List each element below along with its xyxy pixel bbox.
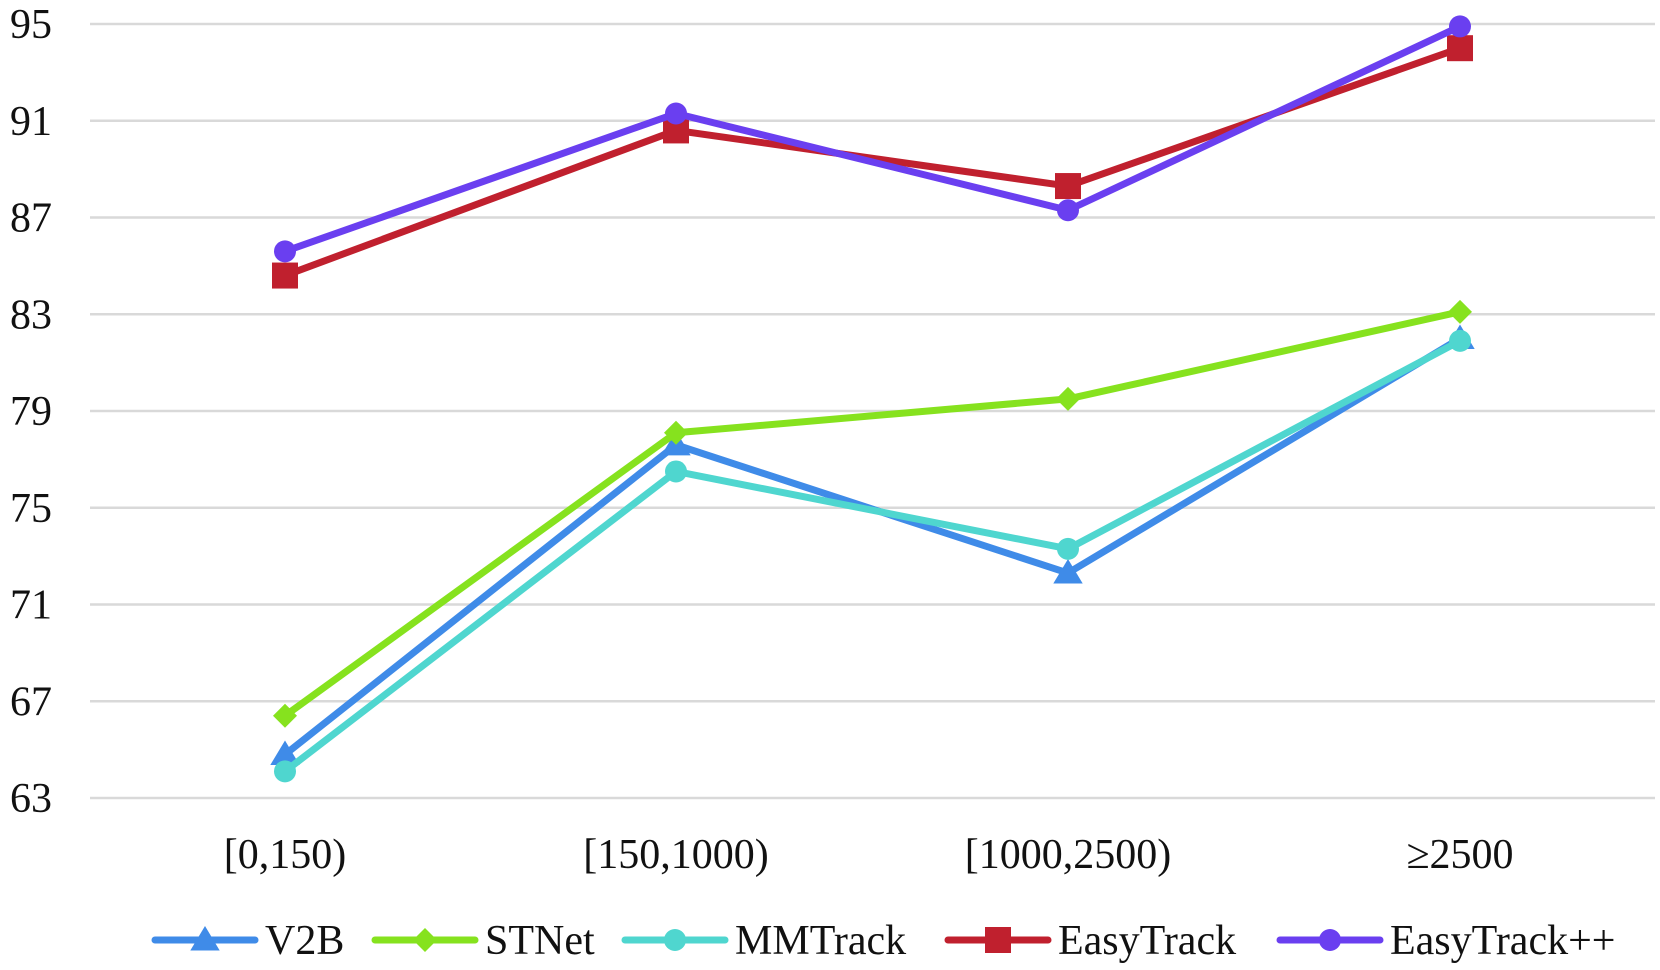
legend-item: V2B [151, 918, 344, 964]
gridlines [90, 22, 1655, 800]
data-point [274, 760, 296, 783]
legend-swatch-marker [190, 926, 220, 951]
series-mmtrack [274, 329, 1471, 783]
legend-swatch-marker [985, 927, 1011, 953]
legend-swatch-marker [664, 929, 686, 951]
data-point [270, 740, 300, 765]
y-tick-label: 75 [10, 486, 52, 532]
legend-item: STNet [371, 918, 595, 964]
data-point [1057, 537, 1079, 560]
series-line [281, 308, 1464, 720]
legend-label: EasyTrack [1058, 918, 1236, 964]
legend-swatch-marker [413, 928, 437, 952]
series-line [281, 337, 1464, 775]
x-tick-label: [150,1000) [583, 832, 768, 878]
y-axis-ticks: 63 67 71 75 79 83 87 91 95 [10, 2, 52, 822]
x-tick-label: [0,150) [224, 832, 346, 878]
data-point [1057, 199, 1079, 222]
legend-item: EasyTrack++ [1276, 918, 1615, 964]
legend: V2B STNet MMTrack EasyTrack EasyTrack++ [151, 918, 1615, 964]
data-point [273, 703, 297, 728]
legend-label: STNet [485, 918, 595, 964]
data-point [665, 102, 687, 125]
series-layer [270, 15, 1475, 783]
series-line [281, 334, 1464, 758]
series-stnet [273, 299, 1472, 728]
data-point [272, 262, 298, 289]
y-tick-label: 67 [10, 679, 52, 725]
data-point [1449, 15, 1471, 38]
data-point [1449, 329, 1471, 352]
series-v2b [270, 324, 1475, 765]
data-point [1056, 386, 1080, 411]
series-line [281, 22, 1464, 255]
y-tick-label: 79 [10, 389, 52, 435]
y-tick-label: 83 [10, 292, 52, 338]
data-point [274, 240, 296, 263]
y-tick-label: 91 [10, 99, 52, 145]
y-tick-label: 95 [10, 2, 52, 48]
legend-swatch-marker [1319, 929, 1341, 951]
legend-item: EasyTrack [944, 918, 1236, 964]
legend-label: MMTrack [735, 918, 906, 964]
x-tick-label: ≥2500 [1406, 832, 1513, 878]
data-point [665, 460, 687, 483]
series-easytrackplusplus [274, 15, 1471, 263]
data-point [1055, 173, 1081, 200]
legend-label: V2B [265, 918, 344, 964]
data-point [1447, 35, 1473, 62]
x-tick-label: [1000,2500) [965, 832, 1171, 878]
x-axis-ticks: [0,150) [150,1000) [1000,2500) ≥2500 [224, 832, 1514, 878]
y-tick-label: 71 [10, 583, 52, 629]
y-tick-label: 87 [10, 196, 52, 242]
data-point [1053, 559, 1083, 584]
legend-label: EasyTrack++ [1390, 918, 1615, 964]
data-point [1448, 299, 1472, 324]
y-tick-label: 63 [10, 776, 52, 822]
data-point [664, 420, 688, 445]
legend-item: MMTrack [621, 918, 906, 964]
